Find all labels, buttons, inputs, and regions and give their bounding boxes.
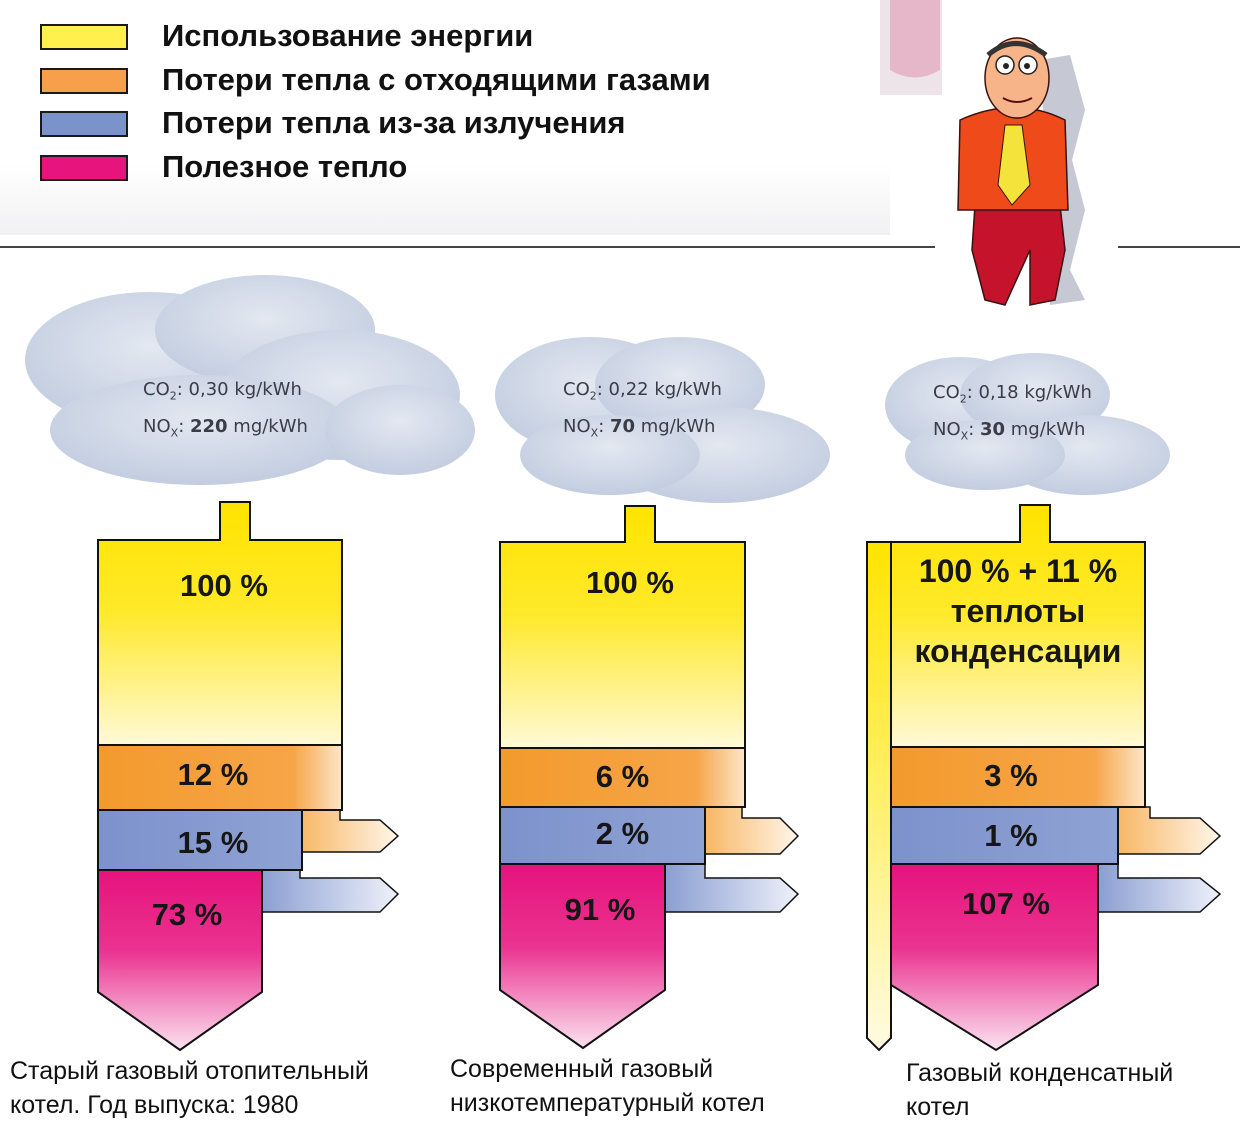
boiler-3-energy-use-line-3: конденсации xyxy=(914,633,1122,669)
boiler-3-nox: NOX: 30 mg/kWh xyxy=(933,418,1086,443)
boiler-1-flue-arrow xyxy=(299,809,400,853)
boiler-1-useful-heat-label: 73 % xyxy=(151,897,223,932)
boiler-2-flue-loss-label: 6 % xyxy=(595,759,650,794)
cartoon-man-illustration xyxy=(880,0,1085,306)
boiler-1-caption-line-2: котел. Год выпуска: 1980 xyxy=(10,1091,299,1119)
boiler-1-energy-use-block xyxy=(97,501,343,746)
boiler-3-radiation-loss-label: 1 % xyxy=(984,818,1038,853)
boiler-2-caption-line-1: Современный газовый xyxy=(450,1055,714,1083)
boiler-2-nox: NOX: 70 mg/kWh xyxy=(563,415,716,440)
boiler-3-radiation-arrow xyxy=(1097,863,1222,913)
divider-line-right xyxy=(1118,246,1240,248)
boiler-1-diagram xyxy=(97,501,400,1052)
boiler-2-energy-use-label: 100 % xyxy=(586,565,674,600)
legend-swatch-blue xyxy=(40,111,128,137)
boiler-1-flue-loss-block xyxy=(97,744,343,811)
legend-label: Полезное тепло xyxy=(162,149,408,184)
boiler-3-energy-use-line-1: 100 % + 11 % xyxy=(918,553,1118,589)
divider-line xyxy=(0,246,935,248)
boiler-2-radiation-arrow xyxy=(664,863,800,913)
boiler-1-radiation-loss-block xyxy=(97,809,303,871)
boiler-2-energy-use-block xyxy=(499,505,746,749)
emission-cloud-2 xyxy=(495,337,830,503)
boiler-2-radiation-loss-block xyxy=(499,806,706,865)
boiler-3-co2: CO2: 0,18 kg/kWh xyxy=(933,382,1092,406)
legend-label: Использование энергии xyxy=(162,18,534,53)
boiler-1-energy-use-label: 100 % xyxy=(180,568,268,603)
boiler-1-emissions: CO2: 0,30 kg/kWh NOX: 220 mg/kWh xyxy=(143,375,308,448)
legend-swatch-orange xyxy=(40,68,128,94)
emission-cloud-1 xyxy=(25,275,475,485)
boiler-2-useful-heat-block xyxy=(499,863,666,1050)
boiler-2-emissions: CO2: 0,22 kg/kWh NOX: 70 mg/kWh xyxy=(563,375,722,448)
boiler-3-condensation-bar xyxy=(866,541,892,1052)
boiler-2-flue-loss-block xyxy=(499,747,746,808)
boiler-1-co2: CO2: 0,30 kg/kWh xyxy=(143,379,302,403)
boiler-3-caption: Газовый конденсатный котел xyxy=(906,1056,1173,1124)
boiler-1-flue-loss-label: 12 % xyxy=(177,757,249,792)
boiler-2-flue-arrow xyxy=(704,806,800,855)
legend-swatch-magenta xyxy=(40,155,128,181)
boiler-1-caption: Старый газовый отопительный котел. Год в… xyxy=(10,1054,369,1122)
boiler-3-caption-line-1: Газовый конденсатный xyxy=(906,1059,1174,1087)
boiler-3-emissions: CO2: 0,18 kg/kWh NOX: 30 mg/kWh xyxy=(933,378,1092,451)
boiler-3-flue-loss-block xyxy=(890,746,1146,808)
legend-label: Потери тепла с отходящими газами xyxy=(162,62,711,97)
emission-cloud-3 xyxy=(885,353,1170,495)
boiler-2-radiation-loss-label: 2 % xyxy=(595,816,650,851)
boiler-3-diagram xyxy=(866,504,1222,1052)
boiler-2-caption: Современный газовый низкотемпературный к… xyxy=(450,1052,765,1120)
legend: Использование энергии Потери тепла с отх… xyxy=(0,0,890,235)
boiler-1-radiation-arrow xyxy=(259,869,400,913)
boiler-2-co2: CO2: 0,22 kg/kWh xyxy=(563,379,722,403)
boiler-3-caption-line-2: котел xyxy=(906,1093,970,1121)
boiler-3-energy-use-line-2: теплоты xyxy=(950,593,1086,629)
boiler-3-useful-heat-block xyxy=(890,863,1099,1052)
boiler-1-radiation-loss-label: 15 % xyxy=(177,825,249,860)
boiler-3-energy-use-label: 100 % + 11 % теплоты конденсации xyxy=(891,551,1145,671)
legend-label: Потери тепла из-за излучения xyxy=(162,105,626,140)
legend-background xyxy=(0,0,890,235)
boiler-2-useful-heat-label: 91 % xyxy=(564,892,636,927)
boiler-2-diagram xyxy=(499,505,800,1050)
boiler-3-radiation-loss-block xyxy=(890,806,1119,865)
boiler-1-nox: NOX: 220 mg/kWh xyxy=(143,415,308,440)
boiler-3-flue-arrow xyxy=(1117,806,1222,855)
boiler-3-flue-loss-label: 3 % xyxy=(984,758,1038,793)
boiler-3-useful-heat-label: 107 % xyxy=(962,886,1050,921)
legend-swatch-yellow xyxy=(40,24,128,50)
boiler-1-caption-line-1: Старый газовый отопительный xyxy=(10,1057,369,1085)
boiler-1-useful-heat-block xyxy=(97,869,263,1052)
boiler-2-caption-line-2: низкотемпературный котел xyxy=(450,1089,765,1117)
